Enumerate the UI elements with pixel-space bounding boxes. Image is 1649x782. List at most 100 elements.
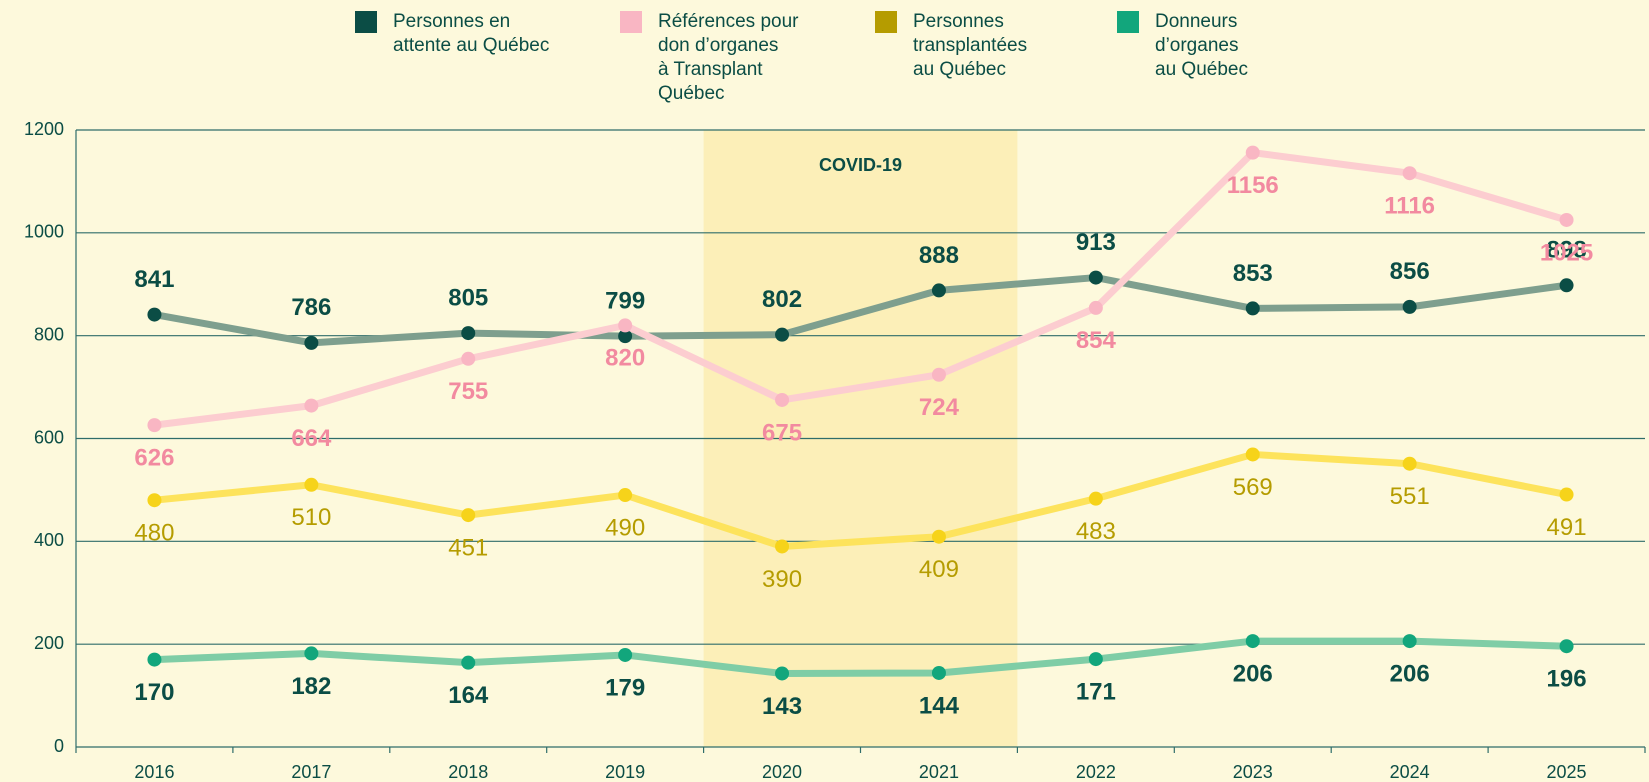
- value-label: 802: [762, 286, 802, 313]
- point: [1245, 301, 1260, 316]
- value-label: 480: [134, 520, 174, 547]
- point: [775, 666, 790, 681]
- value-label: 206: [1233, 660, 1273, 687]
- point: [461, 508, 476, 523]
- value-label: 451: [448, 534, 488, 561]
- y-tick-label: 800: [34, 324, 64, 344]
- value-label: 196: [1547, 666, 1587, 693]
- point: [1088, 491, 1103, 506]
- value-label: 913: [1076, 229, 1116, 256]
- value-label: 390: [762, 566, 802, 593]
- x-tick-label: 2018: [448, 762, 488, 782]
- value-label: 569: [1233, 474, 1273, 501]
- value-label: 206: [1390, 660, 1430, 687]
- point: [147, 307, 162, 322]
- x-tick-label: 2017: [291, 762, 331, 782]
- value-label: 1025: [1540, 239, 1593, 266]
- legend-item: Références pour don d’organes à Transpla…: [620, 10, 798, 106]
- point: [1088, 652, 1103, 667]
- value-label: 675: [762, 419, 802, 446]
- value-label: 888: [919, 242, 959, 269]
- point: [1559, 212, 1574, 227]
- value-label: 786: [291, 294, 331, 321]
- value-label: 755: [448, 378, 488, 405]
- point: [1402, 456, 1417, 471]
- value-label: 854: [1076, 327, 1117, 354]
- point: [461, 655, 476, 670]
- value-label: 490: [605, 514, 645, 541]
- legend-item: Donneurs d’organes au Québec: [1117, 10, 1248, 82]
- legend-label: Personnes transplantées au Québec: [913, 11, 1028, 80]
- point: [1245, 634, 1260, 649]
- point: [304, 335, 319, 350]
- point: [931, 665, 946, 680]
- legend-item: Personnes en attente au Québec: [355, 10, 549, 58]
- point: [931, 367, 946, 382]
- value-label: 664: [291, 425, 332, 452]
- value-label: 799: [605, 288, 645, 315]
- series-line: [154, 149, 1568, 429]
- value-label: 483: [1076, 518, 1116, 545]
- value-label: 164: [448, 682, 489, 709]
- value-label: 626: [134, 444, 174, 471]
- point: [461, 351, 476, 366]
- legend-swatch: [620, 11, 642, 33]
- value-label: 820: [605, 345, 645, 372]
- series-line: [154, 637, 1567, 677]
- point: [304, 646, 319, 661]
- point: [1559, 487, 1574, 502]
- point: [1402, 299, 1417, 314]
- value-label: 510: [291, 504, 331, 531]
- value-label: 853: [1233, 260, 1273, 287]
- x-tick-label: 2024: [1390, 762, 1430, 782]
- value-label: 551: [1390, 483, 1430, 510]
- series-line: [153, 274, 1568, 347]
- point: [147, 418, 162, 433]
- value-label: 1116: [1384, 193, 1435, 220]
- point: [461, 326, 476, 341]
- point: [618, 647, 633, 662]
- point: [147, 652, 162, 667]
- value-label: 144: [919, 692, 960, 719]
- point: [1559, 639, 1574, 654]
- value-label: 841: [134, 266, 174, 293]
- point: [618, 488, 633, 503]
- value-label: 491: [1547, 514, 1587, 541]
- value-label: 724: [919, 394, 960, 421]
- point: [1088, 300, 1103, 315]
- legend-swatch: [355, 11, 377, 33]
- x-tick-label: 2022: [1076, 762, 1116, 782]
- legend-item: Personnes transplantées au Québec: [875, 10, 1027, 82]
- value-label: 898: [1547, 237, 1587, 264]
- legend-swatch: [875, 11, 897, 33]
- legend-label: Donneurs d’organes au Québec: [1155, 11, 1248, 80]
- value-label: 1156: [1227, 172, 1279, 199]
- point: [304, 477, 319, 492]
- y-tick-label: 0: [54, 736, 64, 756]
- point: [1245, 447, 1260, 462]
- y-tick-label: 200: [34, 633, 64, 653]
- value-label: 143: [762, 693, 802, 720]
- legend-label: Personnes en attente au Québec: [393, 11, 550, 56]
- value-label: 409: [919, 556, 959, 583]
- point: [1402, 634, 1417, 649]
- x-tick-label: 2021: [919, 762, 959, 782]
- series-line: [154, 450, 1568, 550]
- point: [618, 329, 633, 344]
- point: [775, 392, 790, 407]
- x-tick-label: 2020: [762, 762, 802, 782]
- value-label: 171: [1076, 678, 1116, 705]
- point: [304, 398, 319, 413]
- point: [775, 539, 790, 554]
- x-tick-label: 2019: [605, 762, 645, 782]
- y-tick-label: 1200: [24, 119, 64, 139]
- legend-label: Références pour don d’organes à Transpla…: [658, 11, 799, 104]
- covid-label: COVID-19: [819, 155, 902, 175]
- x-tick-label: 2025: [1547, 762, 1587, 782]
- legend-swatch: [1117, 11, 1139, 33]
- point: [775, 327, 790, 342]
- x-tick-label: 2023: [1233, 762, 1273, 782]
- point: [1245, 145, 1260, 160]
